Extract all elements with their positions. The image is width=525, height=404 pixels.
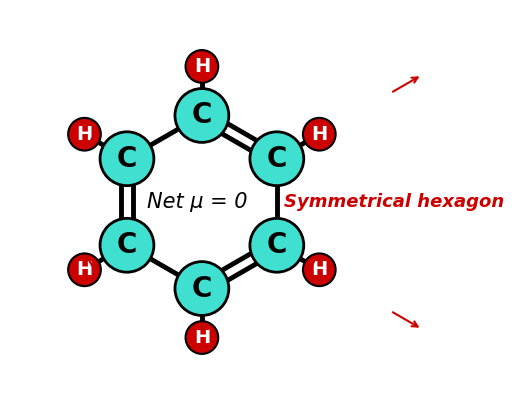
Text: C: C bbox=[117, 231, 137, 259]
Text: C: C bbox=[192, 101, 212, 129]
Circle shape bbox=[175, 88, 229, 142]
Circle shape bbox=[185, 321, 218, 354]
Circle shape bbox=[68, 253, 101, 286]
Circle shape bbox=[250, 132, 304, 186]
Text: C: C bbox=[192, 275, 212, 303]
Circle shape bbox=[175, 262, 229, 316]
Circle shape bbox=[68, 118, 101, 151]
Text: H: H bbox=[76, 260, 92, 279]
Circle shape bbox=[100, 132, 154, 186]
Circle shape bbox=[303, 253, 335, 286]
Text: Symmetrical hexagon: Symmetrical hexagon bbox=[284, 193, 505, 211]
Circle shape bbox=[100, 218, 154, 272]
Text: H: H bbox=[311, 260, 328, 279]
Circle shape bbox=[185, 50, 218, 83]
Text: H: H bbox=[194, 328, 210, 347]
Text: C: C bbox=[117, 145, 137, 173]
Text: H: H bbox=[194, 57, 210, 76]
Text: C: C bbox=[267, 231, 287, 259]
Text: H: H bbox=[76, 125, 92, 144]
Circle shape bbox=[250, 218, 304, 272]
Text: H: H bbox=[311, 125, 328, 144]
Text: C: C bbox=[267, 145, 287, 173]
Text: Net μ = 0: Net μ = 0 bbox=[147, 192, 247, 212]
Circle shape bbox=[303, 118, 335, 151]
